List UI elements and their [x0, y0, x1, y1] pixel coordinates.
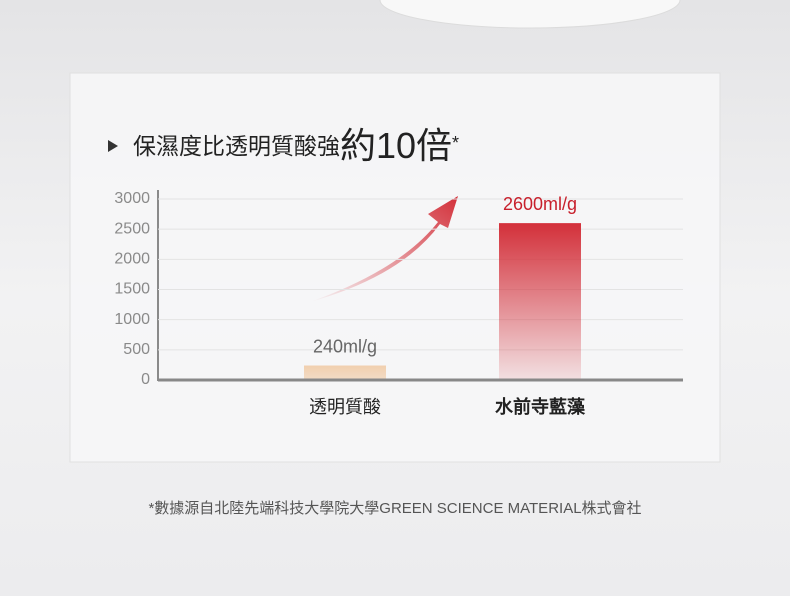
y-tick-label: 3000 [114, 190, 150, 207]
panel [69, 72, 721, 463]
value-label: 2600ml/g [503, 194, 577, 214]
y-tick-label: 1000 [114, 311, 150, 328]
chart-title: 保濕度比透明質酸強約10倍* [133, 125, 459, 166]
arrow [310, 196, 458, 302]
title-mark: * [452, 133, 459, 153]
bullet [108, 140, 118, 152]
bar [304, 365, 386, 379]
title-emphasis: 約10倍 [340, 125, 452, 166]
x-tick-label: 透明質酸 [309, 397, 381, 417]
y-tick-label: 500 [123, 341, 150, 358]
value-label: 240ml/g [313, 336, 377, 356]
y-tick-label: 0 [141, 371, 150, 388]
title-part: 保濕度比透明質酸強 [133, 133, 340, 159]
footnote: *數據源自北陸先端科技大學院大學GREEN SCIENCE MATERIAL株式… [148, 499, 641, 517]
y-tick-label: 1500 [114, 281, 150, 298]
bar [499, 223, 581, 379]
y-tick-label: 2000 [114, 251, 150, 268]
y-tick-label: 2500 [114, 220, 150, 237]
x-tick-label: 水前寺藍藻 [495, 396, 586, 417]
decoration [379, 0, 681, 29]
